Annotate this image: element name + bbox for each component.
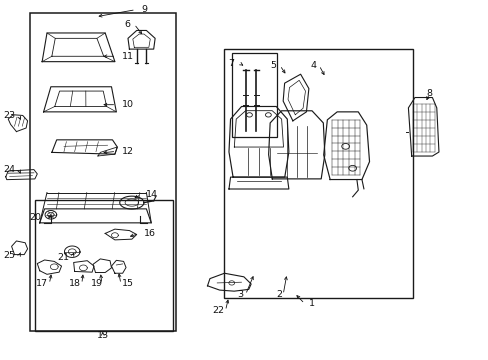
Text: 14: 14 (146, 190, 158, 199)
Text: 6: 6 (124, 19, 130, 28)
Text: 23: 23 (3, 111, 16, 120)
Text: 5: 5 (270, 61, 276, 70)
Text: 2: 2 (276, 290, 282, 299)
Text: 25: 25 (3, 251, 16, 260)
Text: 16: 16 (143, 229, 156, 238)
Text: 24: 24 (3, 165, 16, 174)
Text: 18: 18 (69, 279, 81, 288)
Text: 21: 21 (57, 253, 69, 262)
Text: 1: 1 (308, 299, 314, 308)
Text: 9: 9 (141, 5, 147, 14)
Text: 10: 10 (122, 100, 134, 109)
Text: 17: 17 (36, 279, 48, 288)
Text: 4: 4 (309, 61, 316, 70)
Text: 19: 19 (91, 279, 102, 288)
Text: 13: 13 (97, 332, 109, 341)
Text: 15: 15 (122, 279, 134, 288)
Text: 7: 7 (228, 59, 234, 68)
Text: 22: 22 (212, 306, 224, 315)
Text: 8: 8 (426, 89, 432, 98)
Text: 11: 11 (122, 52, 134, 61)
Text: 12: 12 (122, 147, 134, 156)
Text: 3: 3 (237, 290, 243, 299)
Text: 20: 20 (29, 213, 41, 222)
